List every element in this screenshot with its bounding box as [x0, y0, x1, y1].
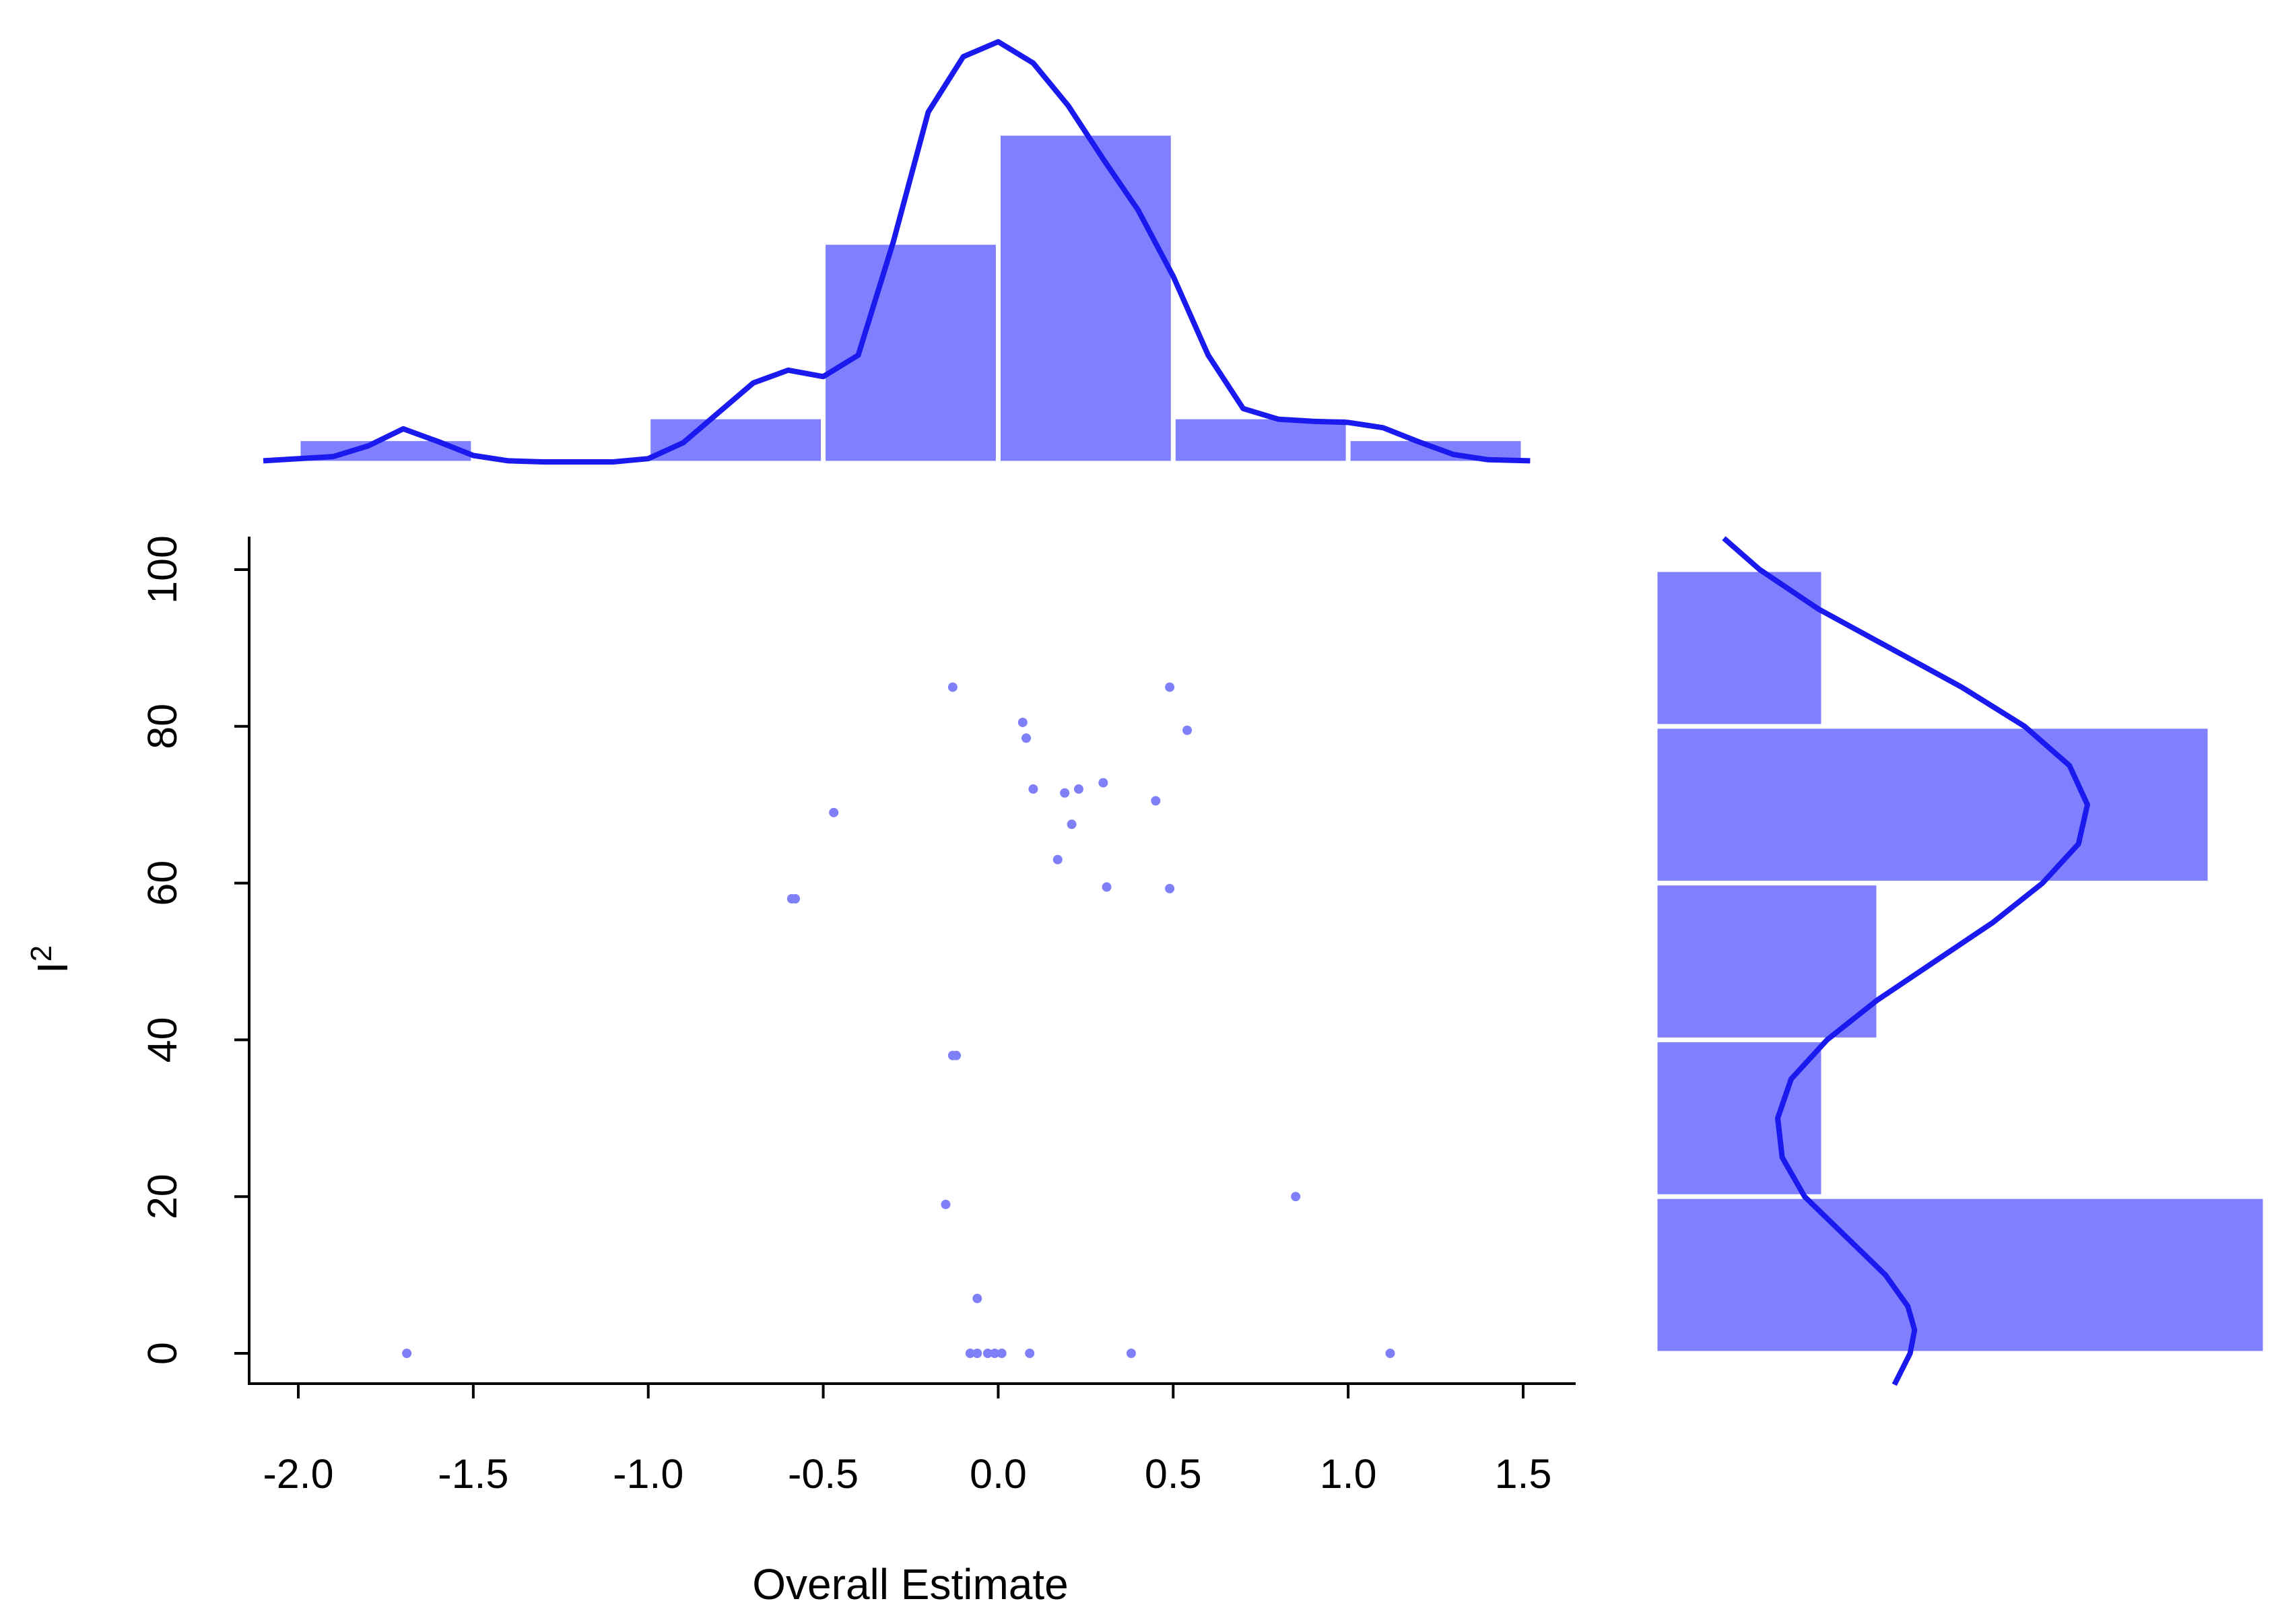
x-hist-bar	[1173, 417, 1348, 463]
data-point	[1151, 796, 1161, 806]
x-tick-label: 0.0	[970, 1451, 1027, 1497]
data-point	[972, 1293, 982, 1304]
x-marginal-histogram	[263, 39, 1531, 465]
data-point	[1067, 819, 1077, 830]
data-point	[997, 1349, 1007, 1358]
data-point	[941, 1199, 951, 1209]
x-axis-title: Overall Estimate	[752, 1560, 1068, 1609]
y-axis-title-superscript: 2	[25, 945, 58, 961]
data-point	[947, 682, 958, 692]
data-point	[1060, 788, 1070, 798]
x-hist-bar	[648, 417, 824, 463]
scatter-plot-area: -2.0 -1.5 -1.0 -0.5 0.0 0.5 1.0 1.5 0 20 40 60 80 10…	[139, 535, 1576, 1497]
data-point	[1025, 1349, 1035, 1358]
data-point	[1098, 778, 1108, 788]
x-tick-label: -0.5	[788, 1451, 859, 1497]
y-hist-bar	[1655, 726, 2210, 883]
data-point	[1017, 717, 1028, 727]
data-point	[1385, 1349, 1395, 1358]
data-point	[1021, 733, 1032, 743]
data-point	[1102, 882, 1112, 892]
data-point	[829, 807, 839, 817]
y-tick-label: 80	[139, 704, 185, 749]
data-point	[1291, 1192, 1301, 1202]
data-point	[972, 1349, 982, 1358]
y-tick-label: 40	[139, 1017, 185, 1062]
x-tick-label: 0.5	[1145, 1451, 1202, 1497]
data-point	[1073, 784, 1083, 794]
y-hist-bar	[1655, 1196, 2265, 1353]
x-tick-label: -2.0	[263, 1451, 333, 1497]
x-axis-ticks: -2.0 -1.5 -1.0 -0.5 0.0 0.5 1.0 1.5	[263, 1384, 1551, 1497]
data-point	[947, 1050, 958, 1060]
data-point	[965, 1349, 975, 1358]
y-hist-bar	[1655, 883, 1879, 1040]
y-axis-title: I2	[25, 945, 77, 974]
y-tick-label: 60	[139, 860, 185, 906]
y-density-curve	[1722, 536, 2090, 1386]
y-hist-bar	[1655, 1040, 1823, 1196]
y-tick-label: 100	[139, 535, 185, 604]
x-hist-bar	[1348, 439, 1523, 463]
data-point	[990, 1349, 1000, 1358]
y-axis-ticks: 0 20 40 60 80 100	[139, 535, 249, 1365]
x-density-curve	[263, 39, 1531, 465]
y-tick-label: 20	[139, 1174, 185, 1219]
data-point	[1126, 1349, 1136, 1358]
y-hist-bar	[1655, 570, 1823, 726]
data-point	[402, 1349, 412, 1358]
x-tick-label: 1.5	[1495, 1451, 1552, 1497]
data-point	[1165, 682, 1175, 692]
data-point	[1028, 784, 1038, 794]
data-point	[1052, 854, 1063, 865]
data-point	[790, 893, 800, 904]
y-marginal-histogram	[1655, 536, 2265, 1386]
data-point	[1165, 883, 1175, 893]
y-tick-label: 0	[139, 1342, 185, 1365]
x-hist-bar	[998, 133, 1173, 463]
x-tick-label: -1.5	[438, 1451, 508, 1497]
x-tick-label: -1.0	[613, 1451, 683, 1497]
scatter-points	[402, 682, 1395, 1358]
x-tick-label: 1.0	[1320, 1451, 1377, 1497]
y-axis-title-base: I	[28, 961, 77, 974]
data-point	[982, 1349, 993, 1358]
x-hist-bar	[824, 242, 998, 463]
data-point	[1182, 725, 1193, 735]
